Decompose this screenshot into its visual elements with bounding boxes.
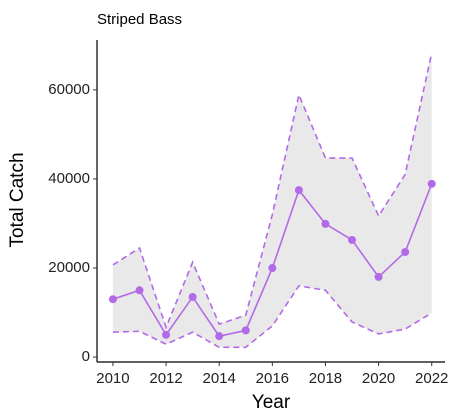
- x-tick-label: 2020: [362, 370, 395, 387]
- x-tick-label: 2014: [203, 370, 236, 387]
- point: [427, 179, 436, 188]
- point: [294, 186, 303, 195]
- point: [374, 272, 383, 281]
- point: [108, 295, 117, 304]
- point: [162, 330, 171, 339]
- point: [241, 326, 250, 335]
- lower-bound-line: [112, 284, 433, 349]
- confidence-band: [112, 52, 432, 348]
- point: [135, 286, 144, 295]
- chart-title: Striped Bass: [97, 11, 182, 28]
- x-tick-label: 2018: [309, 370, 342, 387]
- upper-bound-line: [112, 52, 433, 330]
- point: [401, 247, 410, 256]
- x-tick-label: 2016: [256, 370, 289, 387]
- x-tick-label: 2012: [149, 370, 182, 387]
- point: [188, 292, 197, 301]
- y-tick-label: 40000: [48, 170, 90, 187]
- y-tick-label: 0: [82, 348, 90, 365]
- x-tick-label: 2022: [415, 370, 448, 387]
- x-tick-label: 2010: [96, 370, 129, 387]
- y-tick-label: 20000: [48, 259, 90, 276]
- y-axis-label: Total Catch: [7, 152, 28, 247]
- point: [348, 235, 357, 244]
- point: [215, 332, 224, 341]
- x-axis-label: Year: [252, 392, 291, 412]
- point: [321, 219, 330, 228]
- y-tick-label: 60000: [48, 81, 90, 98]
- point: [268, 264, 277, 273]
